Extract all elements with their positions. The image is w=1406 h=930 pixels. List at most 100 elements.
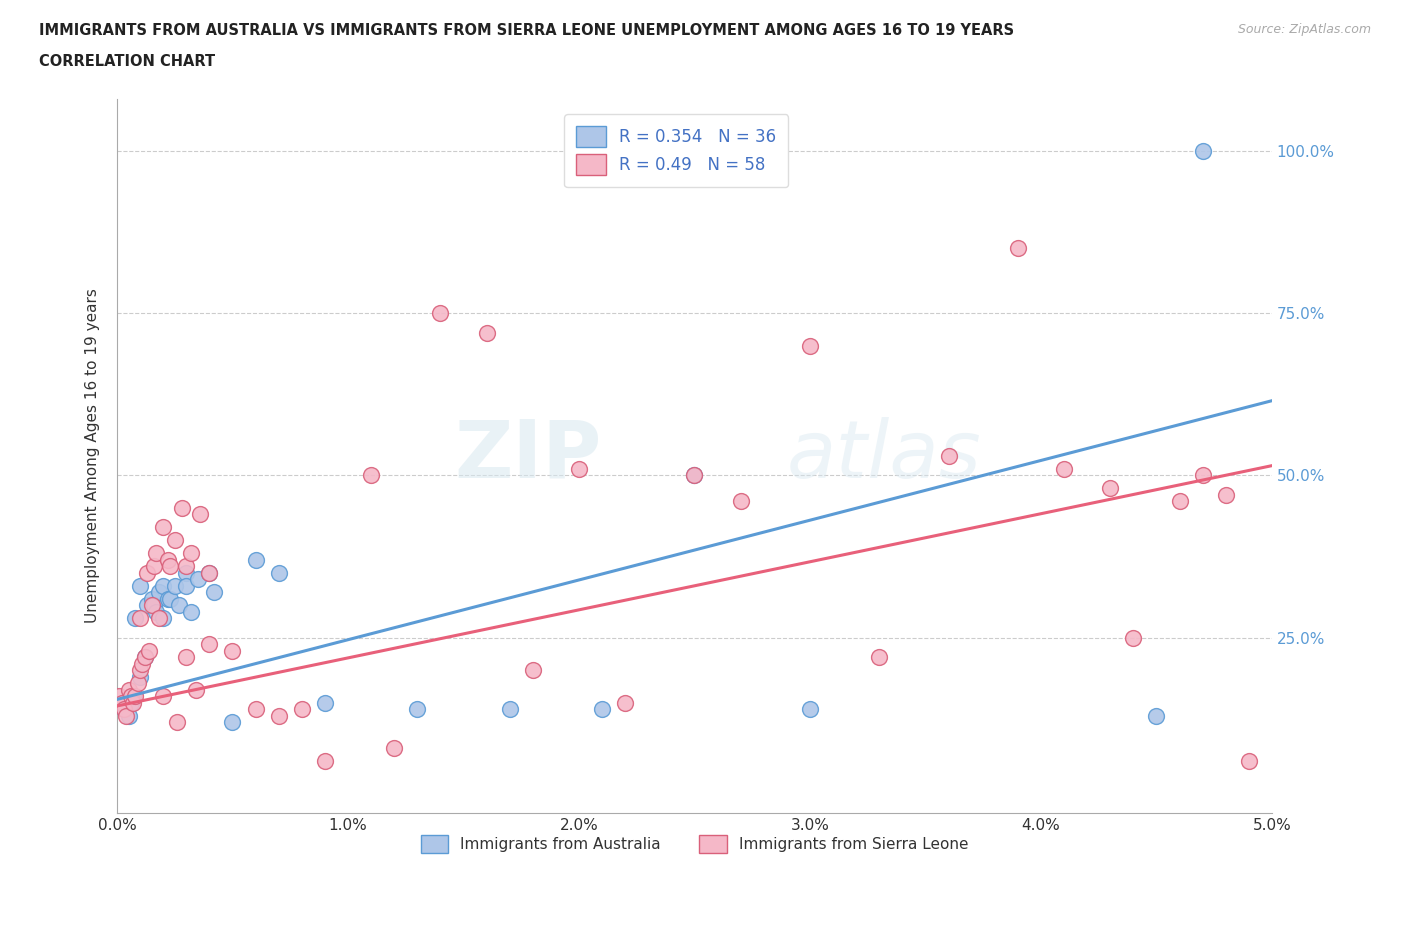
Point [117, 709, 139, 724]
Point [166, 715, 188, 730]
Point [314, 696, 336, 711]
Point [124, 611, 146, 626]
Point [122, 696, 145, 711]
Point [163, 578, 186, 593]
Point [188, 507, 211, 522]
Text: atlas: atlas [787, 417, 981, 495]
Point [141, 598, 163, 613]
Point [148, 585, 170, 600]
Point [112, 702, 135, 717]
Point [591, 702, 613, 717]
Point [221, 715, 243, 730]
Point [429, 306, 451, 321]
Point [184, 683, 207, 698]
Point [174, 559, 197, 574]
Point [938, 448, 960, 463]
Point [110, 696, 132, 711]
Point [1144, 709, 1167, 724]
Point [522, 663, 544, 678]
Point [799, 702, 821, 717]
Point [406, 702, 429, 717]
Point [145, 604, 167, 619]
Point [129, 670, 152, 684]
Point [156, 552, 179, 567]
Point [198, 565, 221, 580]
Point [1191, 143, 1213, 158]
Point [129, 663, 152, 678]
Point [129, 578, 152, 593]
Legend: Immigrants from Australia, Immigrants from Sierra Leone: Immigrants from Australia, Immigrants fr… [415, 830, 974, 859]
Point [730, 494, 752, 509]
Point [245, 552, 267, 567]
Point [174, 565, 197, 580]
Point [169, 598, 191, 613]
Point [614, 696, 637, 711]
Point [180, 604, 202, 619]
Point [152, 520, 174, 535]
Point [475, 326, 498, 340]
Point [868, 650, 890, 665]
Point [152, 578, 174, 593]
Point [180, 546, 202, 561]
Point [245, 702, 267, 717]
Point [127, 676, 149, 691]
Point [120, 696, 142, 711]
Point [1237, 753, 1260, 768]
Point [498, 702, 520, 717]
Point [136, 565, 159, 580]
Point [1191, 468, 1213, 483]
Point [131, 657, 153, 671]
Point [138, 644, 160, 658]
Text: ZIP: ZIP [454, 417, 602, 495]
Point [134, 650, 156, 665]
Text: Source: ZipAtlas.com: Source: ZipAtlas.com [1237, 23, 1371, 36]
Point [124, 689, 146, 704]
Text: IMMIGRANTS FROM AUSTRALIA VS IMMIGRANTS FROM SIERRA LEONE UNEMPLOYMENT AMONG AGE: IMMIGRANTS FROM AUSTRALIA VS IMMIGRANTS … [39, 23, 1015, 38]
Point [115, 709, 138, 724]
Point [1122, 631, 1144, 645]
Point [122, 689, 145, 704]
Point [159, 591, 181, 606]
Point [1215, 487, 1237, 502]
Point [129, 611, 152, 626]
Point [112, 702, 135, 717]
Point [267, 565, 290, 580]
Point [198, 637, 221, 652]
Point [156, 591, 179, 606]
Point [141, 591, 163, 606]
Point [360, 468, 382, 483]
Point [221, 644, 243, 658]
Point [1053, 461, 1076, 476]
Point [152, 689, 174, 704]
Point [148, 611, 170, 626]
Point [1007, 241, 1029, 256]
Point [108, 689, 131, 704]
Point [142, 559, 165, 574]
Point [136, 598, 159, 613]
Point [267, 709, 290, 724]
Point [314, 753, 336, 768]
Point [163, 533, 186, 548]
Point [152, 611, 174, 626]
Point [202, 585, 225, 600]
Point [799, 339, 821, 353]
Y-axis label: Unemployment Among Ages 16 to 19 years: Unemployment Among Ages 16 to 19 years [86, 288, 100, 623]
Point [117, 683, 139, 698]
Point [683, 468, 706, 483]
Point [291, 702, 314, 717]
Point [1099, 481, 1122, 496]
Point [1168, 494, 1191, 509]
Point [120, 689, 142, 704]
Point [174, 650, 197, 665]
Point [134, 650, 156, 665]
Point [683, 468, 706, 483]
Point [382, 740, 405, 755]
Point [170, 500, 193, 515]
Point [568, 461, 591, 476]
Point [187, 572, 209, 587]
Text: CORRELATION CHART: CORRELATION CHART [39, 54, 215, 69]
Point [159, 559, 181, 574]
Point [174, 578, 197, 593]
Point [198, 565, 221, 580]
Point [142, 598, 165, 613]
